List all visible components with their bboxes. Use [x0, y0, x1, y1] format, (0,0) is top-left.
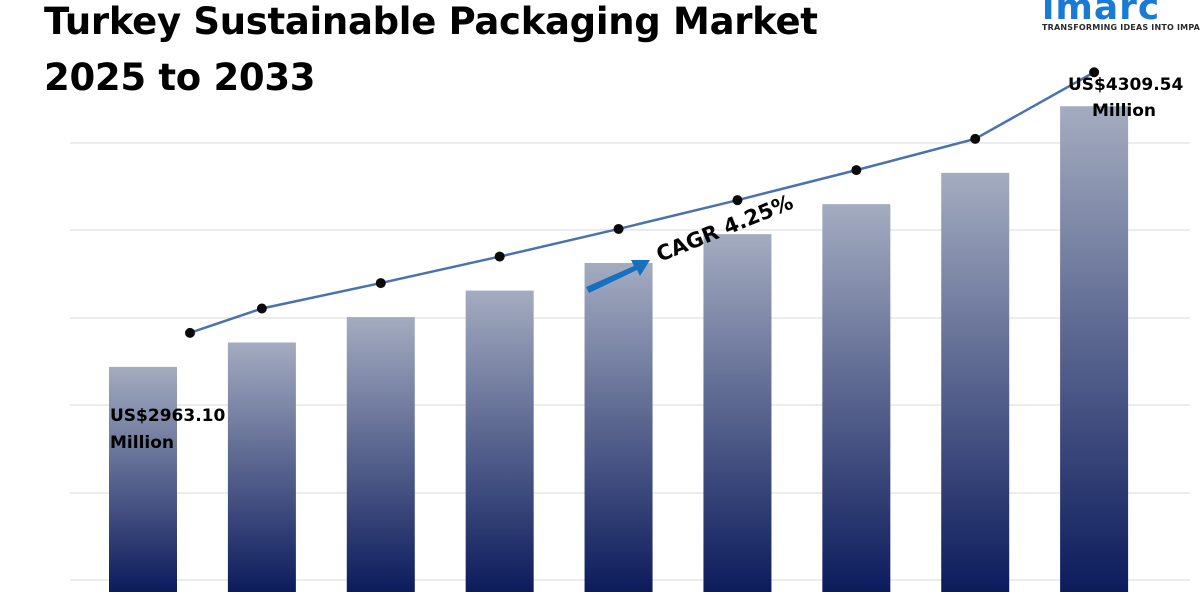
- chart-title-line: Turkey Sustainable Packaging Market: [44, 0, 818, 43]
- bar: [822, 204, 891, 592]
- bar: [465, 290, 534, 592]
- trend-marker: [613, 223, 624, 234]
- logo-tagline: TRANSFORMING IDEAS INTO IMPACT: [1042, 23, 1200, 32]
- chart-title: Turkey Sustainable Packaging Market 2025…: [44, 0, 818, 106]
- trend-marker: [732, 195, 743, 206]
- cagr-arrow-icon: [586, 260, 650, 293]
- logo-wordmark: imarc: [1042, 0, 1161, 28]
- bar: [584, 262, 653, 592]
- end-value-amount: US$4309.54: [1068, 75, 1183, 95]
- bar: [703, 234, 772, 592]
- end-value-label: US$4309.54 Million: [1068, 75, 1183, 121]
- trend-marker: [375, 278, 386, 289]
- arrow-shape: [586, 260, 650, 293]
- bar: [109, 366, 177, 592]
- trend-marker: [970, 133, 981, 144]
- end-value-unit: Million: [1092, 101, 1156, 121]
- start-value-unit: Million: [110, 433, 174, 453]
- trend-line-group: [185, 67, 1100, 338]
- trend-marker: [851, 165, 862, 176]
- bar: [346, 317, 415, 592]
- start-value-amount: US$2963.10: [110, 406, 225, 426]
- bar: [1060, 106, 1129, 592]
- trend-marker: [1089, 67, 1100, 78]
- trend-marker: [256, 303, 267, 314]
- chart-subtitle: 2025 to 2033: [44, 56, 316, 99]
- trend-marker: [494, 251, 505, 262]
- trend-marker: [185, 327, 195, 338]
- start-value-label: US$2963.10 Million: [110, 406, 225, 453]
- bars: [109, 106, 1129, 592]
- bar: [941, 172, 1010, 592]
- bar: [227, 342, 296, 592]
- imarc-logo: imarc TRANSFORMING IDEAS INTO IMPACT: [1042, 0, 1200, 36]
